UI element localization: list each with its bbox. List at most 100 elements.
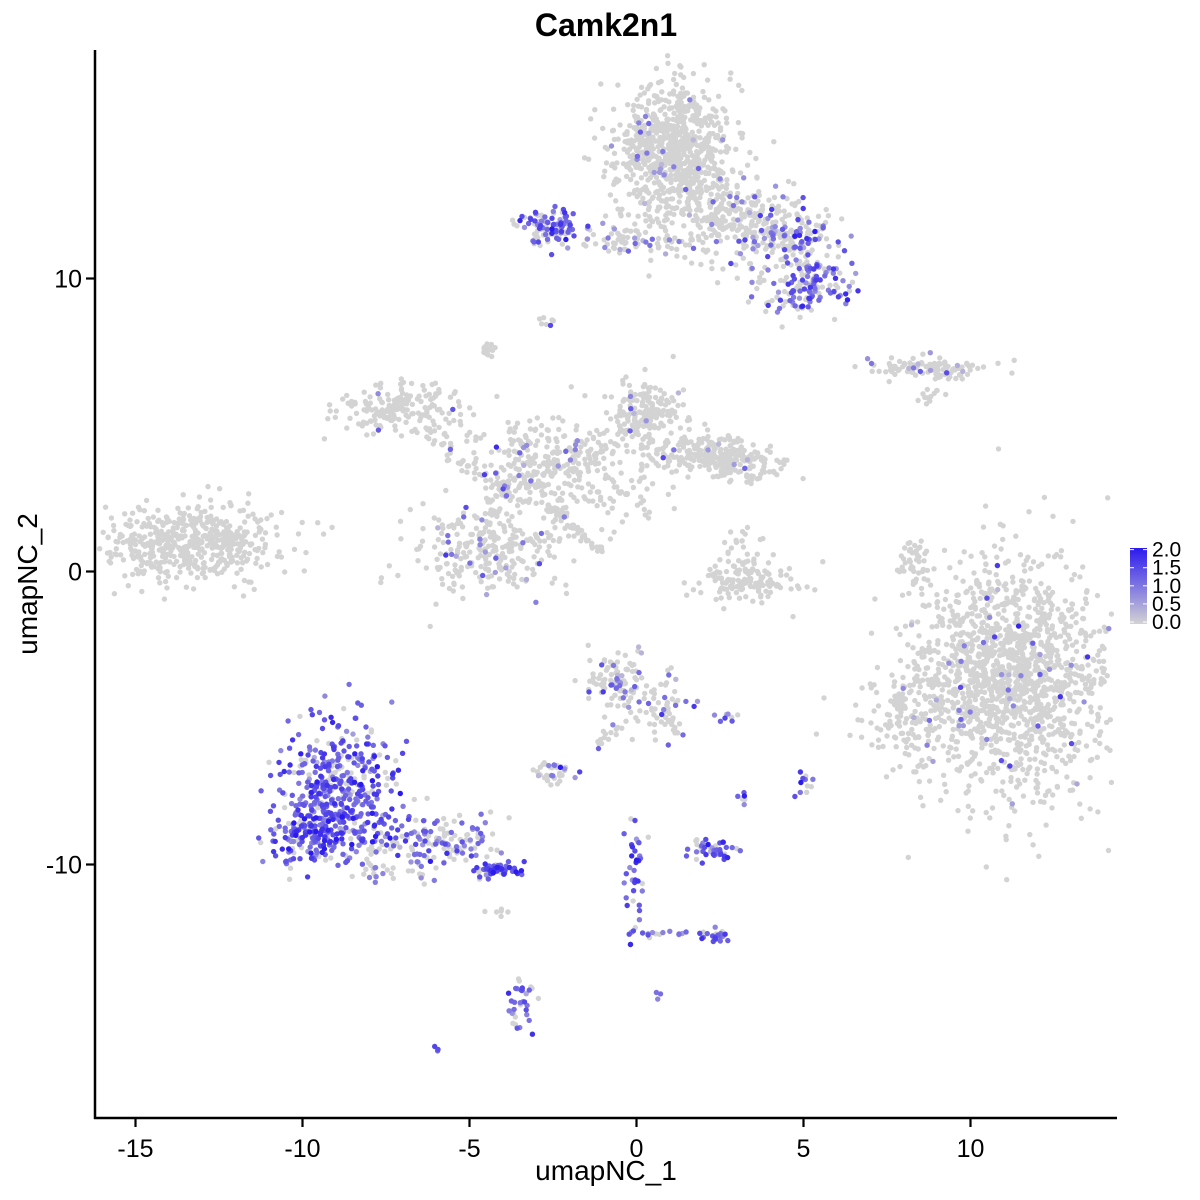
data-point (624, 414, 631, 420)
data-point (710, 452, 716, 458)
data-point (869, 742, 875, 748)
data-point (1011, 357, 1017, 363)
data-point (608, 439, 614, 445)
data-point (911, 769, 917, 775)
data-point (945, 697, 951, 704)
data-point (481, 463, 488, 469)
data-point (994, 603, 1001, 609)
data-point (1101, 624, 1108, 630)
data-point (1038, 641, 1044, 647)
data-point (645, 398, 651, 404)
data-point (173, 558, 180, 564)
data-point (559, 490, 566, 496)
data-point (398, 387, 405, 393)
data-point (982, 609, 989, 616)
data-point (441, 815, 447, 822)
data-point (760, 467, 766, 473)
data-point (494, 479, 500, 486)
data-point (615, 650, 621, 656)
data-point (597, 497, 604, 503)
data-point (1093, 668, 1100, 674)
data-point (765, 560, 772, 566)
data-point (1009, 722, 1015, 729)
data-point (552, 524, 558, 531)
data-point (111, 527, 117, 534)
data-point (239, 560, 246, 566)
data-point (628, 477, 635, 484)
data-point (901, 568, 907, 574)
data-point (940, 772, 947, 778)
data-point (110, 522, 117, 529)
data-point (931, 702, 937, 708)
data-point (197, 540, 204, 546)
data-point (1006, 664, 1012, 670)
data-point (938, 694, 944, 700)
data-point (246, 491, 252, 497)
data-point (655, 399, 662, 405)
data-point (698, 261, 704, 268)
data-point (1104, 745, 1110, 751)
data-point (1024, 770, 1030, 777)
data-point (750, 598, 756, 604)
data-point (165, 540, 171, 547)
data-point (127, 517, 133, 523)
data-point (593, 681, 600, 687)
data-point (360, 419, 367, 425)
data-point (1047, 592, 1053, 598)
data-point (1038, 759, 1044, 765)
data-point (1082, 630, 1089, 636)
data-point (1097, 729, 1104, 735)
data-point (1070, 656, 1076, 662)
data-point (777, 459, 783, 465)
data-point (696, 150, 702, 156)
data-point (950, 636, 956, 643)
data-point (927, 649, 933, 655)
data-point (282, 569, 288, 575)
data-point (258, 517, 264, 523)
data-point (1045, 585, 1052, 591)
data-point (681, 223, 687, 229)
data-point (459, 524, 466, 530)
data-point (592, 107, 598, 113)
data-point (219, 569, 225, 575)
data-point (767, 449, 773, 455)
data-point (718, 595, 724, 601)
data-point (403, 419, 409, 425)
data-point (868, 720, 874, 726)
data-point (964, 361, 970, 367)
data-point (251, 586, 257, 593)
data-point (625, 418, 631, 424)
data-point (125, 583, 131, 589)
data-point (497, 520, 503, 527)
data-point (938, 797, 944, 803)
data-point (565, 533, 572, 539)
data-point (955, 662, 961, 668)
data-point (967, 367, 973, 373)
data-point (1068, 734, 1074, 740)
data-point (460, 510, 467, 516)
data-point (660, 450, 667, 457)
data-point (614, 484, 620, 490)
data-point (752, 202, 759, 208)
data-point (653, 450, 660, 456)
data-point (482, 510, 488, 517)
data-point (688, 260, 695, 266)
data-point (183, 584, 190, 590)
data-point (1091, 677, 1097, 683)
data-point (1029, 650, 1035, 657)
data-point (397, 518, 404, 524)
data-point (638, 104, 645, 110)
data-point (652, 394, 659, 401)
data-point (970, 678, 976, 684)
data-point (931, 682, 937, 689)
data-point (1041, 494, 1048, 501)
data-point (709, 265, 715, 272)
data-point (697, 463, 703, 470)
data-point (591, 135, 598, 141)
data-point (674, 205, 680, 211)
data-point (725, 590, 731, 597)
data-point (970, 595, 977, 602)
data-point (200, 523, 207, 529)
data-point (941, 655, 947, 662)
data-point (554, 444, 560, 451)
